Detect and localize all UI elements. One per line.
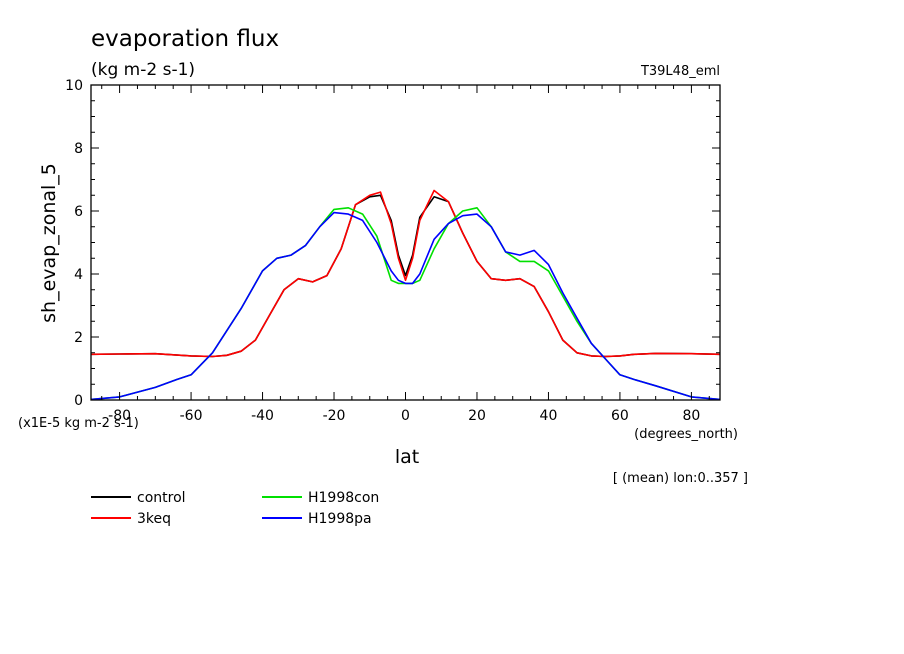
axis-ticks (91, 84, 720, 401)
x-tick-label: -20 (323, 408, 346, 424)
y-scale-note: (x1E-5 kg m-2 s-1) (18, 416, 139, 431)
legend-label-3keq: 3keq (137, 511, 171, 527)
x-tick-label: -60 (180, 408, 203, 424)
x-tick-label: 0 (401, 408, 410, 424)
experiment-label: T39L48_eml (640, 64, 720, 79)
series-line-3keq (90, 189, 721, 358)
plot-series (90, 189, 721, 401)
y-tick-label: 0 (74, 393, 83, 409)
y-tick-label: 10 (65, 78, 83, 94)
y-tick-label: 8 (74, 141, 83, 157)
x-axis-label: lat (395, 446, 419, 468)
x-tick-label: -80 (108, 408, 131, 424)
chart-units-label: (kg m-2 s-1) (91, 60, 195, 80)
y-tick-label: 6 (74, 204, 83, 220)
x-tick-label: 80 (682, 408, 700, 424)
chart-title: evaporation flux (91, 26, 279, 52)
legend-label-h1998con: H1998con (308, 490, 379, 506)
x-tick-label: 40 (540, 408, 558, 424)
legend-label-control: control (137, 490, 186, 506)
legend: control 3keq H1998con H1998pa (91, 490, 379, 527)
y-tick-label: 4 (74, 267, 83, 283)
y-axis-label: sh_evap_zonal_5 (38, 163, 60, 323)
series-line-h1998pa (90, 211, 721, 401)
x-axis-units: (degrees_north) (634, 427, 738, 442)
x-tick-label: 20 (468, 408, 486, 424)
legend-label-h1998pa: H1998pa (308, 511, 372, 527)
axis-tick-labels: -80 -60 -40 -20 0 20 40 60 80 0 2 4 6 8 10 (65, 78, 700, 424)
mean-note: [ (mean) lon:0..357 ] (613, 471, 748, 486)
x-tick-label: -40 (251, 408, 274, 424)
y-tick-label: 2 (74, 330, 83, 346)
x-tick-label: 60 (611, 408, 629, 424)
